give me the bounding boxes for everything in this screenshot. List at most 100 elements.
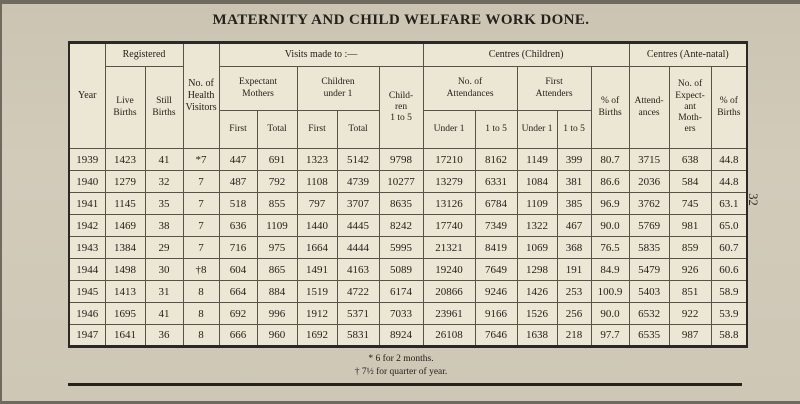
footnote-asterisk: * 6 for 2 months. — [368, 354, 434, 364]
data-cell: 859 — [668, 236, 712, 259]
data-cell: 975 — [256, 236, 298, 259]
data-cell: 981 — [668, 214, 712, 237]
year-cell: 1939 — [68, 148, 106, 171]
data-cell: 518 — [218, 192, 258, 215]
col-header-1-to-5-first-attenders: 1 to 5 — [556, 110, 592, 149]
col-header-year: Year — [68, 42, 106, 149]
year-cell: 1940 — [68, 170, 106, 193]
data-cell: 4163 — [336, 258, 380, 281]
data-cell: 636 — [218, 214, 258, 237]
data-cell: 8242 — [378, 214, 424, 237]
data-cell: 792 — [256, 170, 298, 193]
data-cell: 4739 — [336, 170, 380, 193]
data-cell: 256 — [556, 302, 592, 325]
data-cell: 1423 — [104, 148, 146, 171]
col-header-live-births: Live Births — [104, 66, 146, 149]
table-row: 1946 1695 41 8 692 996 1912 5371 7033 23961 9166 15… — [68, 302, 748, 325]
col-header-centres-antenatal: Centres (Ante-natal) — [628, 42, 748, 67]
data-cell: 253 — [556, 280, 592, 303]
data-cell: 44.8 — [710, 148, 748, 171]
data-cell: 20866 — [422, 280, 476, 303]
data-cell: 922 — [668, 302, 712, 325]
data-cell: 745 — [668, 192, 712, 215]
col-header-children-1-to-5: Child- ren 1 to 5 — [378, 66, 424, 149]
col-header-1-to-5-attendances: 1 to 5 — [474, 110, 518, 149]
data-cell: 5479 — [628, 258, 670, 281]
data-cell: 692 — [218, 302, 258, 325]
year-cell: 1947 — [68, 324, 106, 347]
data-cell: 7349 — [474, 214, 518, 237]
data-cell: 218 — [556, 324, 592, 347]
data-cell: 58.8 — [710, 324, 748, 347]
data-cell: 3715 — [628, 148, 670, 171]
col-header-pct-births-antenatal: % of Births — [710, 66, 748, 149]
data-cell: 1641 — [104, 324, 146, 347]
data-cell: 5831 — [336, 324, 380, 347]
data-cell: 21321 — [422, 236, 476, 259]
data-cell: 1109 — [256, 214, 298, 237]
data-cell: 5835 — [628, 236, 670, 259]
data-cell: 90.0 — [590, 214, 630, 237]
data-cell: 6331 — [474, 170, 518, 193]
data-cell: 1664 — [296, 236, 338, 259]
footnotes: * 6 for 2 months. † 7½ for quarter of ye… — [2, 353, 800, 379]
data-cell: 1109 — [516, 192, 558, 215]
data-cell: 38 — [144, 214, 184, 237]
data-cell: 1695 — [104, 302, 146, 325]
data-cell: 4444 — [336, 236, 380, 259]
year-cell: 1944 — [68, 258, 106, 281]
data-cell: 5089 — [378, 258, 424, 281]
data-cell: 8924 — [378, 324, 424, 347]
data-cell: 1279 — [104, 170, 146, 193]
data-cell: 1638 — [516, 324, 558, 347]
col-header-health-visitors: No. of Health Visitors — [182, 42, 220, 149]
data-cell: 17210 — [422, 148, 476, 171]
data-cell: 26108 — [422, 324, 476, 347]
col-header-first-cu1: First — [296, 110, 338, 149]
data-cell: 41 — [144, 148, 184, 171]
data-cell: 6174 — [378, 280, 424, 303]
data-cell: 36 — [144, 324, 184, 347]
page-title: MATERNITY AND CHILD WELFARE WORK DONE. — [212, 12, 590, 28]
data-cell: 7649 — [474, 258, 518, 281]
data-cell: 8162 — [474, 148, 518, 171]
bottom-rule — [68, 382, 742, 386]
data-cell: 604 — [218, 258, 258, 281]
data-cell: 884 — [256, 280, 298, 303]
data-cell: 4722 — [336, 280, 380, 303]
data-cell: 926 — [668, 258, 712, 281]
col-header-pct-births-children: % of Births — [590, 66, 630, 149]
data-cell: 960 — [256, 324, 298, 347]
col-header-total-cu1: Total — [336, 110, 380, 149]
data-cell: 7033 — [378, 302, 424, 325]
data-cell: 44.8 — [710, 170, 748, 193]
data-cell: 1912 — [296, 302, 338, 325]
data-cell: 30 — [144, 258, 184, 281]
data-cell: 10277 — [378, 170, 424, 193]
page-number: 32 — [745, 193, 760, 206]
data-cell: 1069 — [516, 236, 558, 259]
data-cell: 9246 — [474, 280, 518, 303]
year-cell: 1946 — [68, 302, 106, 325]
data-cell: 60.7 — [710, 236, 748, 259]
data-cell: 1298 — [516, 258, 558, 281]
data-cell: 691 — [256, 148, 298, 171]
col-header-under-1-attendances: Under 1 — [422, 110, 476, 149]
data-cell: 17740 — [422, 214, 476, 237]
year-cell: 1943 — [68, 236, 106, 259]
header-row-groups: Year Registered No. of Health Visitors V… — [68, 42, 748, 149]
data-cell: 1323 — [296, 148, 338, 171]
col-header-total-em: Total — [256, 110, 298, 149]
footnote-dagger: † 7½ for quarter of year. — [354, 366, 448, 377]
table-row: 1947 1641 36 8 666 960 1692 5831 8924 26108 7646 16… — [68, 324, 748, 347]
data-cell: 666 — [218, 324, 258, 347]
year-cell: 1945 — [68, 280, 106, 303]
data-cell: 60.6 — [710, 258, 748, 281]
col-header-attendances-antenatal: Attend- ances — [628, 66, 670, 149]
data-cell: *7 — [182, 148, 220, 171]
data-cell: †8 — [182, 258, 220, 281]
data-cell: 5403 — [628, 280, 670, 303]
col-header-first-em: First — [218, 110, 258, 149]
data-cell: 63.1 — [710, 192, 748, 215]
data-cell: 7 — [182, 236, 220, 259]
